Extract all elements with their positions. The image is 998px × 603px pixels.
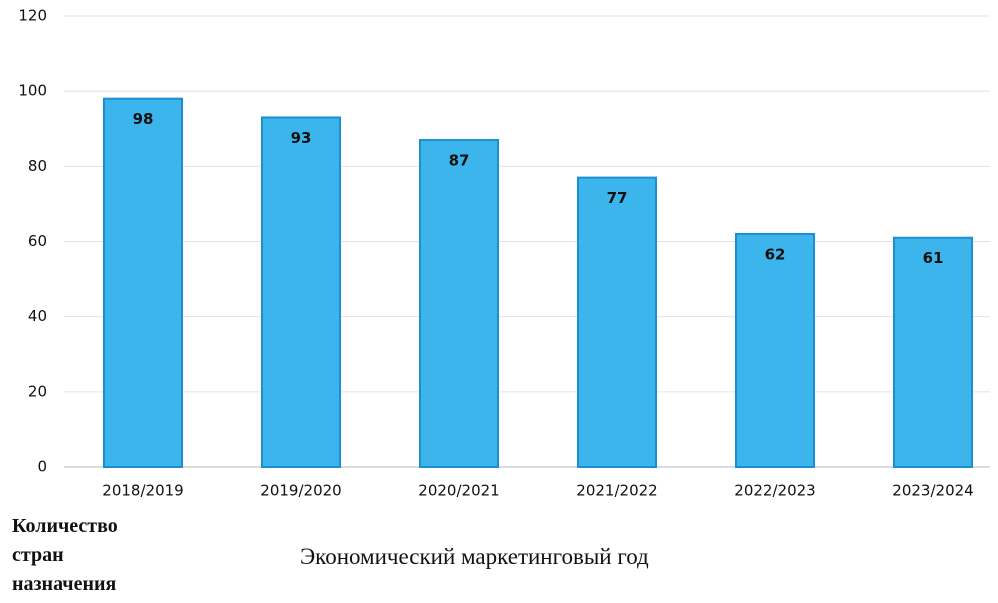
x-tick-label: 2018/2019 <box>102 482 183 500</box>
x-tick-label: 2022/2023 <box>734 482 815 500</box>
x-tick-label: 2021/2022 <box>576 482 657 500</box>
bar <box>103 97 183 469</box>
bar <box>419 139 499 468</box>
y-tick-label: 0 <box>37 458 47 476</box>
data-label: 61 <box>923 249 944 267</box>
y-tick-label: 20 <box>28 382 47 400</box>
bar <box>261 116 341 468</box>
data-label: 62 <box>765 245 786 263</box>
y-tick-label: 120 <box>18 7 47 25</box>
chart: 0 20 40 60 80 100 120 2018/2019 98 2019/2020 93 202… <box>18 7 990 500</box>
data-label: 77 <box>607 189 628 207</box>
y-tick-label: 80 <box>28 157 47 175</box>
y-tick-label: 60 <box>28 232 47 250</box>
data-label: 93 <box>291 129 312 147</box>
x-tick-label: 2019/2020 <box>260 482 341 500</box>
x-axis-label: Экономический маркетинговый год <box>300 544 649 569</box>
y-axis-label: Количество стран назначения <box>12 515 118 595</box>
data-label: 87 <box>449 152 470 170</box>
x-tick-label: 2020/2021 <box>418 482 499 500</box>
bar <box>893 236 973 468</box>
data-label: 98 <box>133 110 154 128</box>
bar <box>735 232 815 468</box>
y-tick-label: 100 <box>18 82 47 100</box>
x-tick-label: 2023/2024 <box>892 482 973 500</box>
y-tick-label: 40 <box>28 307 47 325</box>
bar <box>577 176 657 468</box>
